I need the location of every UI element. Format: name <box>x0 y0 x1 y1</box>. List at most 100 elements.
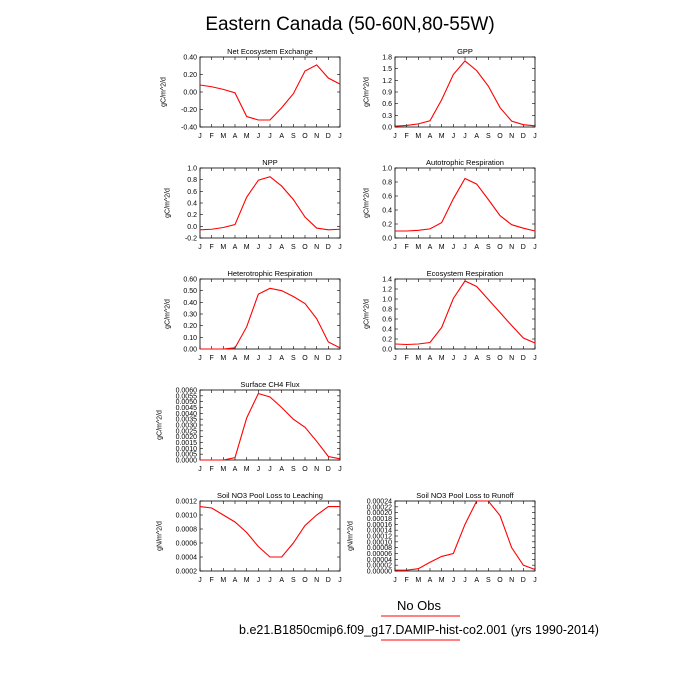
y-tick-label: 0.6 <box>187 189 197 196</box>
x-tick-label: J <box>198 244 202 251</box>
x-tick-label: N <box>314 133 319 140</box>
y-tick-label: 0.0008 <box>176 527 198 534</box>
x-tick-label: A <box>474 355 479 362</box>
y-tick-label: 1.0 <box>382 297 392 304</box>
x-tick-label: J <box>268 355 272 362</box>
x-tick-label: J <box>198 577 202 584</box>
y-tick-label: 1.2 <box>382 78 392 85</box>
y-tick-label: 0.0050 <box>176 399 198 406</box>
panel-npp: J F M A M J J A S O N D J-0.20.00.20.40.60.81.0NPPgC… <box>165 158 342 251</box>
x-tick-label: A <box>428 244 433 251</box>
y-tick-label: 0.0030 <box>176 423 198 430</box>
panel-surface-ch4-flux: J F M A M J J A S O N D J0.00000.00050.00100.00150.0… <box>156 380 341 473</box>
x-tick-label: J <box>198 355 202 362</box>
x-tick-label: M <box>439 244 445 251</box>
y-tick-label: 0.00012 <box>367 534 392 541</box>
x-tick-label: S <box>486 577 491 584</box>
x-tick-label: M <box>415 133 421 140</box>
x-tick-label: F <box>210 577 214 584</box>
x-tick-label: A <box>233 244 238 251</box>
x-tick-label: J <box>198 466 202 473</box>
x-tick-label: S <box>291 244 296 251</box>
x-tick-label: A <box>474 133 479 140</box>
x-tick-label: A <box>233 355 238 362</box>
y-tick-label: 0.00022 <box>367 504 392 511</box>
y-tick-label: 0.00016 <box>367 522 392 529</box>
x-tick-label: J <box>533 355 537 362</box>
y-tick-label: 0.00010 <box>367 539 392 546</box>
y-axis-label: gC/m^2/d <box>364 77 371 107</box>
series-line <box>395 500 536 571</box>
y-tick-label: 0.10 <box>183 335 197 342</box>
y-tick-label: 0.0035 <box>176 417 198 424</box>
x-tick-label: J <box>338 466 342 473</box>
x-tick-label: J <box>393 577 397 584</box>
y-tick-label: 0.20 <box>183 72 197 79</box>
y-tick-label: 0.6 <box>382 194 392 201</box>
x-tick-label: M <box>439 355 445 362</box>
x-tick-label: M <box>220 355 226 362</box>
panel-title: GPP <box>457 47 473 56</box>
x-tick-label: M <box>415 355 421 362</box>
panel-ecosystem-respiration: J F M A M J J A S O N D J0.00.20.40.60.81.01.21.4Eco… <box>364 269 537 362</box>
y-tick-label: 0.00008 <box>367 545 392 552</box>
x-tick-label: O <box>302 577 308 584</box>
panel-gpp: J F M A M J J A S O N D J0.00.30.60.91.21.51.8GPPgC/… <box>364 47 537 140</box>
x-tick-label: D <box>326 133 331 140</box>
x-tick-label: M <box>244 244 250 251</box>
x-tick-label: D <box>326 577 331 584</box>
x-tick-label: M <box>220 244 226 251</box>
y-tick-label: 0.0060 <box>176 388 198 395</box>
y-tick-label: 0.6 <box>382 101 392 108</box>
x-tick-label: M <box>415 244 421 251</box>
y-tick-label: 1.5 <box>382 66 392 73</box>
y-tick-label: 0.0 <box>382 236 392 243</box>
x-tick-label: A <box>474 244 479 251</box>
x-tick-label: D <box>326 244 331 251</box>
panel-title: Ecosystem Respiration <box>427 269 504 278</box>
y-tick-label: 0.4 <box>382 327 392 334</box>
y-tick-label: 0.0012 <box>176 499 198 506</box>
y-tick-label: 0.00 <box>183 347 197 354</box>
x-tick-label: N <box>509 577 514 584</box>
y-tick-label: 0.00014 <box>367 528 392 535</box>
y-tick-label: 0.0004 <box>176 555 198 562</box>
x-tick-label: M <box>244 466 250 473</box>
x-tick-label: F <box>210 466 214 473</box>
y-tick-label: 0.0000 <box>176 458 198 465</box>
x-tick-label: N <box>509 244 514 251</box>
no-obs-label: No Obs <box>397 598 442 613</box>
x-tick-label: F <box>210 355 214 362</box>
x-tick-label: O <box>497 244 503 251</box>
x-tick-label: D <box>521 133 526 140</box>
x-tick-label: J <box>393 133 397 140</box>
y-tick-label: 0.0 <box>187 224 197 231</box>
x-tick-label: M <box>244 355 250 362</box>
x-tick-label: F <box>210 133 214 140</box>
x-tick-label: A <box>428 577 433 584</box>
y-tick-label: 0.00006 <box>367 551 392 558</box>
y-tick-label: 0.60 <box>183 277 197 284</box>
x-tick-label: A <box>428 355 433 362</box>
y-tick-label: 0.4 <box>187 201 197 208</box>
x-tick-label: A <box>279 466 284 473</box>
y-tick-label: 0.0040 <box>176 411 198 418</box>
x-tick-label: J <box>533 133 537 140</box>
x-tick-label: J <box>268 133 272 140</box>
y-tick-label: 0.00000 <box>367 569 392 576</box>
panel-title: Autotrophic Respiration <box>426 158 504 167</box>
x-tick-label: J <box>452 244 456 251</box>
x-tick-label: N <box>509 133 514 140</box>
x-tick-label: J <box>338 355 342 362</box>
x-tick-label: J <box>257 466 261 473</box>
y-tick-label: 0.0002 <box>176 569 198 576</box>
y-tick-label: 0.0006 <box>176 541 198 548</box>
x-tick-label: O <box>497 133 503 140</box>
y-axis-label: gC/m^2/d <box>165 188 172 218</box>
x-tick-label: S <box>291 466 296 473</box>
y-tick-label: 1.0 <box>382 166 392 173</box>
series-line <box>200 287 341 350</box>
panel-title: Net Ecosystem Exchange <box>227 47 313 56</box>
y-tick-label: 0.8 <box>187 177 197 184</box>
